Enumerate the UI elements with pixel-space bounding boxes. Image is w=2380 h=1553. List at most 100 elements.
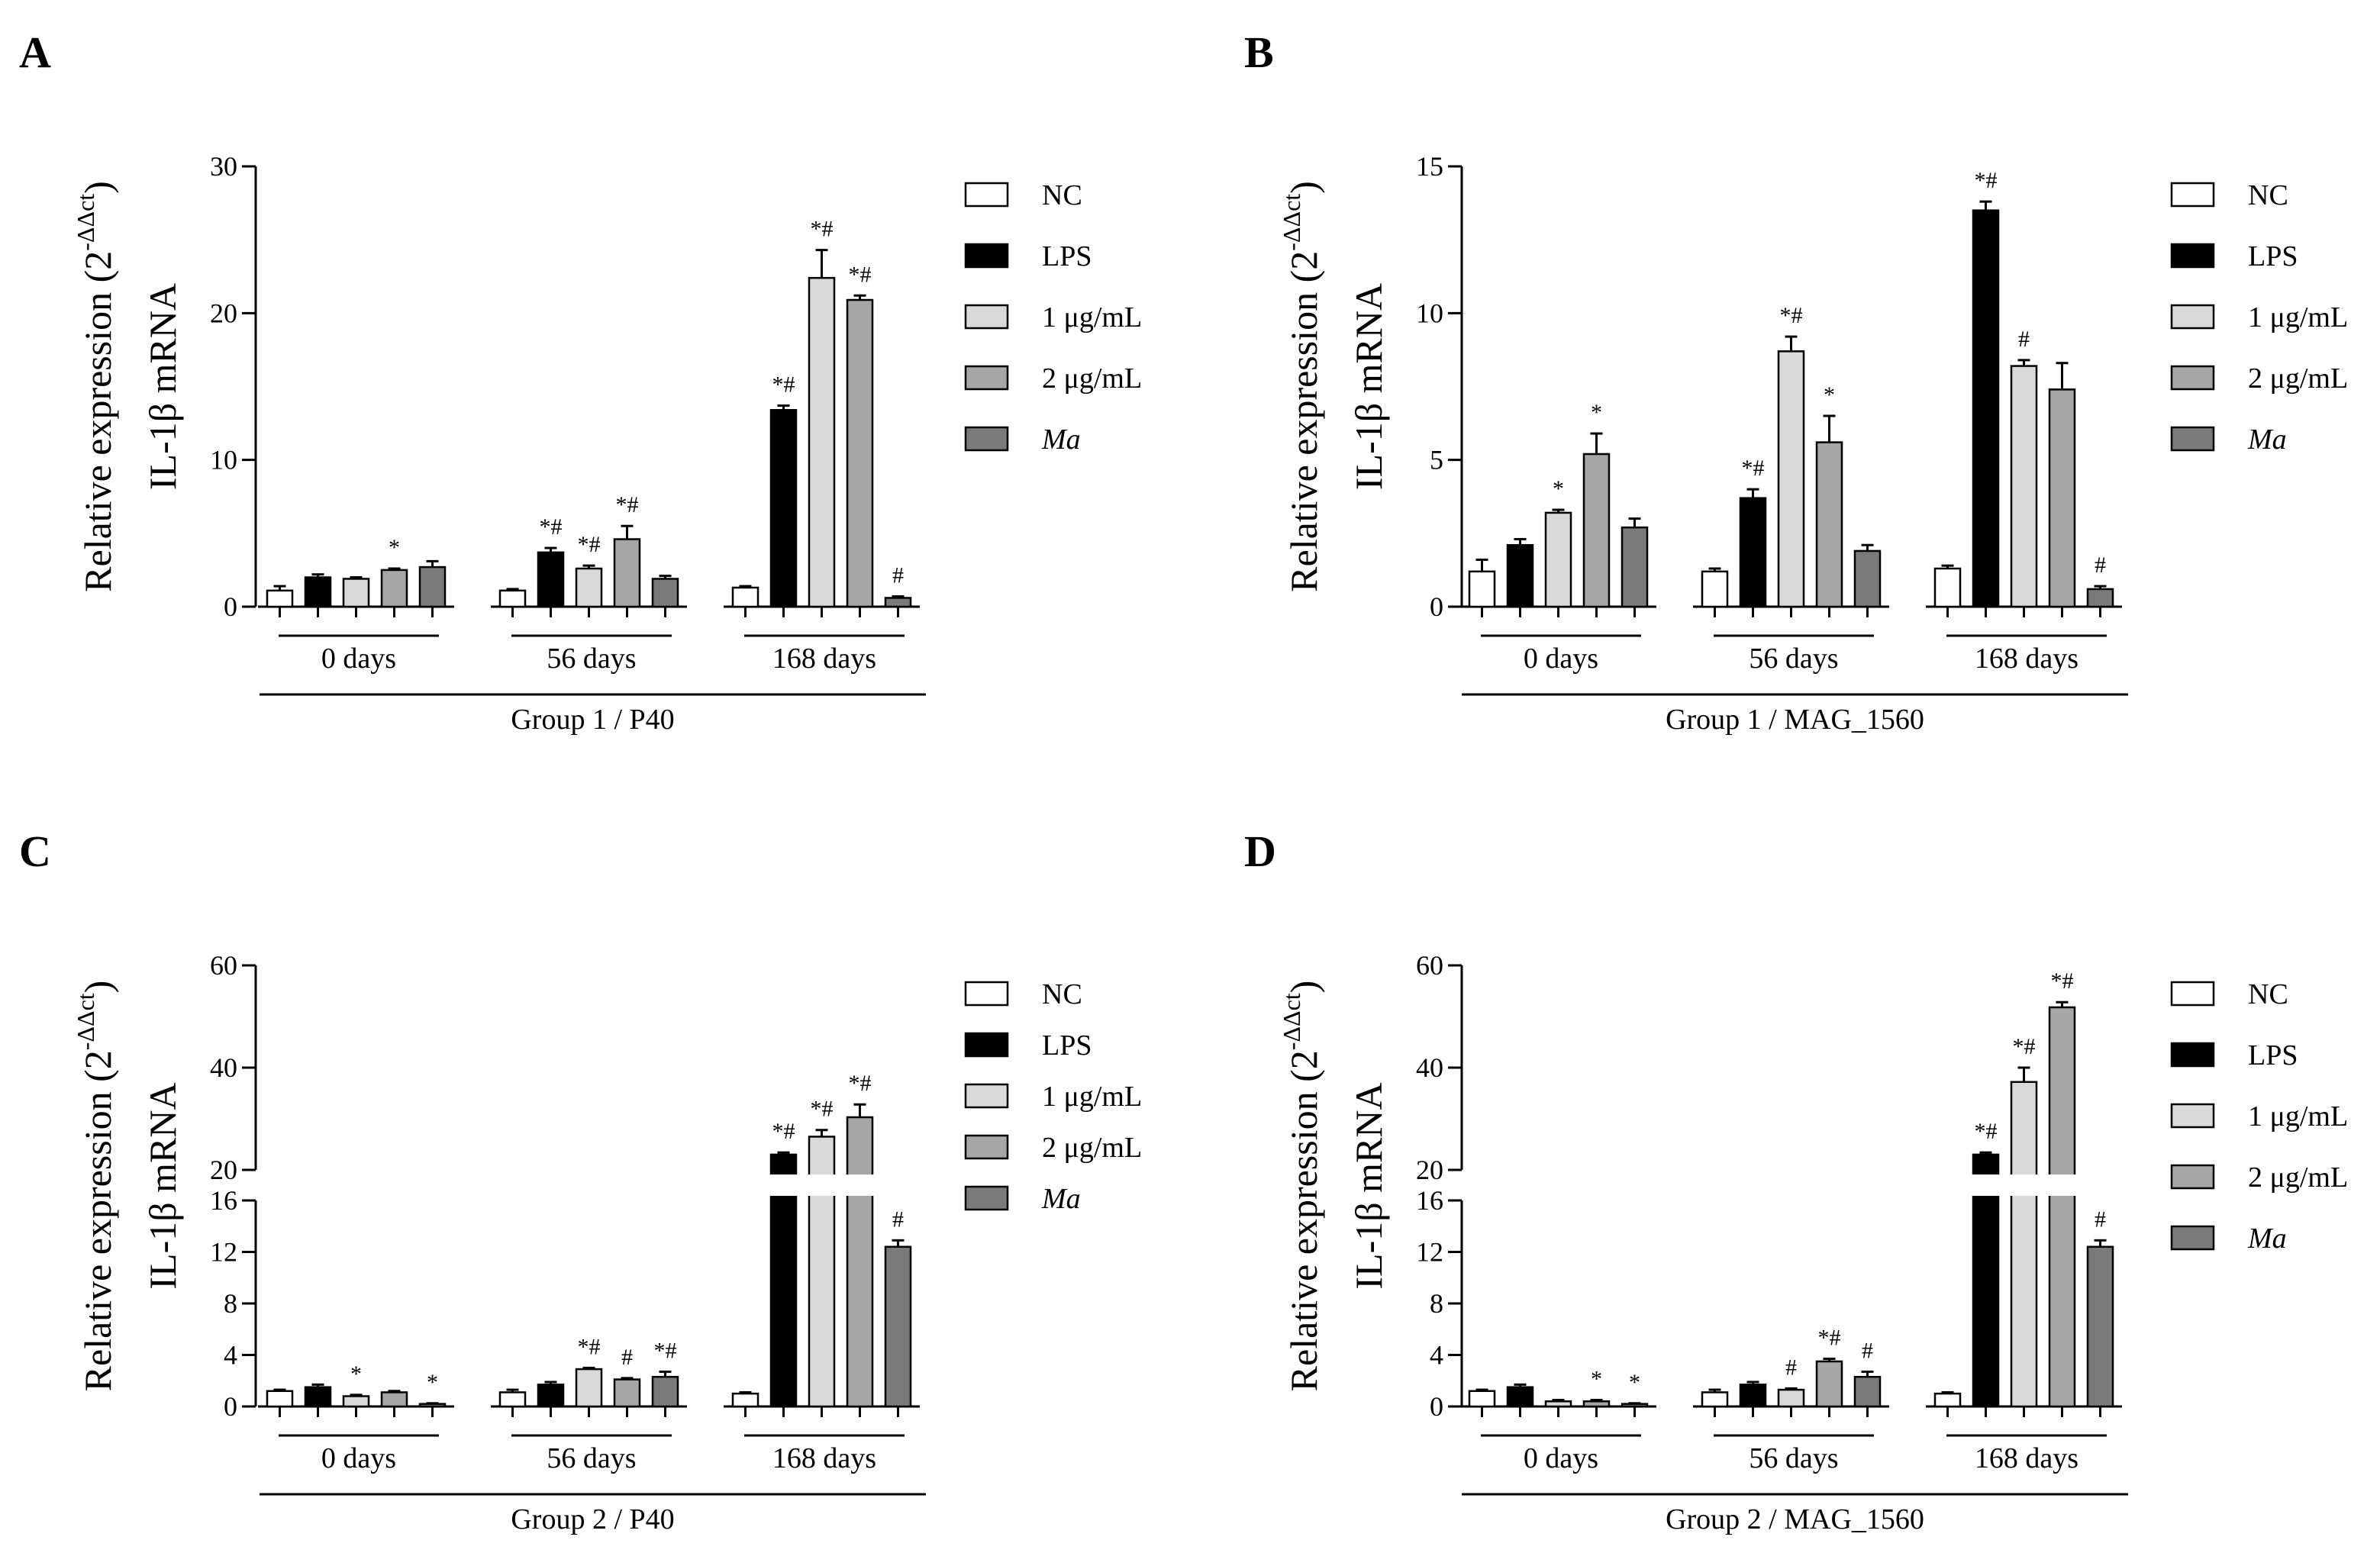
y-axis-label-base: Relative expression (2 bbox=[1282, 251, 1325, 592]
bar-lps bbox=[1506, 543, 1534, 608]
x-axis-label: Group 2 / P40 bbox=[511, 1503, 674, 1535]
significance-label: *# bbox=[2051, 968, 2074, 994]
significance-label: *# bbox=[849, 262, 872, 287]
bar-lps bbox=[769, 409, 798, 608]
bar-nc bbox=[498, 589, 527, 608]
group-label: 168 days bbox=[1975, 643, 2078, 675]
y-tick-label: 30 bbox=[210, 151, 237, 182]
significance-label: # bbox=[2095, 1207, 2106, 1232]
legend-label: LPS bbox=[1042, 1029, 1092, 1062]
bar-2-g-ml bbox=[380, 1391, 408, 1408]
y-axis-label-line1: IL-1β mRNA bbox=[1347, 283, 1390, 490]
y-tick-label: 15 bbox=[1416, 151, 1443, 182]
bar-2-g-ml bbox=[1582, 1400, 1611, 1408]
significance-label: # bbox=[2095, 553, 2106, 578]
bar-1-g-ml bbox=[575, 1368, 603, 1408]
y-tick-label: 12 bbox=[1416, 1237, 1443, 1268]
bar-nc bbox=[1701, 570, 1729, 608]
bar-1-g-ml bbox=[1777, 1388, 1805, 1408]
panel-letter: D bbox=[1244, 826, 1276, 876]
y-tick-label: 4 bbox=[1430, 1340, 1443, 1371]
y-tick-label: 0 bbox=[224, 591, 237, 622]
bar-1-g-ml bbox=[1544, 1400, 1572, 1408]
legend-swatch bbox=[964, 1134, 1009, 1160]
y-tick-label: 4 bbox=[224, 1340, 237, 1371]
legend-swatch bbox=[2170, 1042, 2215, 1068]
bar-lps bbox=[1506, 1386, 1534, 1408]
group-label: 168 days bbox=[1975, 1442, 2078, 1474]
bar-nc bbox=[731, 1392, 759, 1408]
group-label: 0 days bbox=[1524, 643, 1598, 675]
bar-1-g-ml bbox=[342, 1395, 370, 1408]
bar-ma bbox=[1853, 549, 1882, 608]
group-label: 168 days bbox=[772, 1442, 876, 1474]
bar-nc bbox=[1933, 567, 1962, 608]
bar-ma bbox=[1853, 1375, 1882, 1408]
legend-label: 2 μg/mL bbox=[2248, 362, 2348, 395]
bar-nc bbox=[1933, 1392, 1962, 1408]
legend-swatch bbox=[964, 1185, 1009, 1211]
legend-swatch bbox=[2170, 182, 2215, 208]
bar-2-g-ml bbox=[2048, 1006, 2076, 1408]
legend-label: Ma bbox=[2247, 424, 2287, 456]
panel-letter: A bbox=[19, 27, 51, 77]
y-tick-label: 0 bbox=[224, 1391, 237, 1422]
legend-swatch bbox=[2170, 426, 2215, 452]
bar-2-g-ml bbox=[1815, 441, 1843, 608]
panel-a: A 0 10 20 30 IL-1β mRNA Relative expression (2… bbox=[19, 27, 1142, 736]
significance-label: *# bbox=[772, 1119, 795, 1144]
significance-label: *# bbox=[1780, 303, 1803, 328]
significance-label: * bbox=[350, 1361, 362, 1387]
bar-nc bbox=[1701, 1391, 1729, 1408]
group-label: 56 days bbox=[1749, 643, 1838, 675]
y-tick-label: 40 bbox=[1416, 1052, 1443, 1083]
significance-label: * bbox=[1824, 382, 1835, 408]
y-tick-label: 10 bbox=[1416, 298, 1443, 328]
y-axis-label-base: Relative expression (2 bbox=[1282, 1050, 1325, 1391]
significance-label: *# bbox=[1975, 168, 1998, 193]
y-axis-label-line2: Relative expression (2-ΔΔct) bbox=[1278, 981, 1325, 1392]
bar-2-g-ml bbox=[613, 1378, 641, 1408]
legend-swatch bbox=[2170, 243, 2215, 269]
legend-swatch bbox=[2170, 365, 2215, 391]
legend-swatch bbox=[964, 426, 1009, 452]
bar-lps bbox=[1739, 497, 1767, 608]
legend-swatch bbox=[964, 1032, 1009, 1058]
bar-2-g-ml bbox=[2048, 388, 2076, 608]
bar-1-g-ml bbox=[1544, 511, 1572, 608]
significance-label: * bbox=[1591, 1367, 1602, 1392]
significance-label: *# bbox=[811, 217, 834, 242]
y-tick-label: 60 bbox=[210, 950, 237, 981]
bar-lps bbox=[537, 551, 565, 608]
axis-break-gap bbox=[1931, 1174, 2126, 1196]
bar-nc bbox=[498, 1391, 527, 1408]
legend-label: Ma bbox=[2247, 1223, 2287, 1255]
legend-label: Ma bbox=[1041, 424, 1081, 456]
bar-ma bbox=[884, 1245, 912, 1408]
legend-swatch bbox=[964, 1083, 1009, 1109]
y-tick-label: 60 bbox=[1416, 950, 1443, 981]
bar-2-g-ml bbox=[1815, 1360, 1843, 1408]
y-axis-label-close: ) bbox=[76, 181, 119, 194]
legend-swatch bbox=[2170, 981, 2215, 1007]
bar-lps bbox=[1972, 1153, 2000, 1408]
x-axis-label: Group 1 / MAG_1560 bbox=[1666, 704, 1924, 736]
legend-label: 2 μg/mL bbox=[1042, 1132, 1142, 1164]
bar-1-g-ml bbox=[2010, 1081, 2038, 1408]
legend-swatch bbox=[2170, 304, 2215, 330]
significance-label: * bbox=[389, 535, 400, 560]
y-axis-label-line2: Relative expression (2-ΔΔct) bbox=[1278, 181, 1325, 592]
legend-label: 1 μg/mL bbox=[2248, 1100, 2348, 1133]
bar-1-g-ml bbox=[2010, 365, 2038, 608]
bar-nc bbox=[1468, 1390, 1496, 1408]
legend-label: 1 μg/mL bbox=[2248, 301, 2348, 333]
y-axis-label-line2: Relative expression (2-ΔΔct) bbox=[72, 981, 119, 1392]
y-tick-label: 5 bbox=[1430, 445, 1443, 475]
bar-2-g-ml bbox=[613, 538, 641, 608]
bar-nc bbox=[731, 586, 759, 608]
bar-ma bbox=[1621, 1403, 1649, 1408]
significance-label: *# bbox=[616, 492, 639, 517]
axis-break-gap bbox=[729, 1174, 924, 1196]
bar-ma bbox=[2086, 588, 2114, 608]
